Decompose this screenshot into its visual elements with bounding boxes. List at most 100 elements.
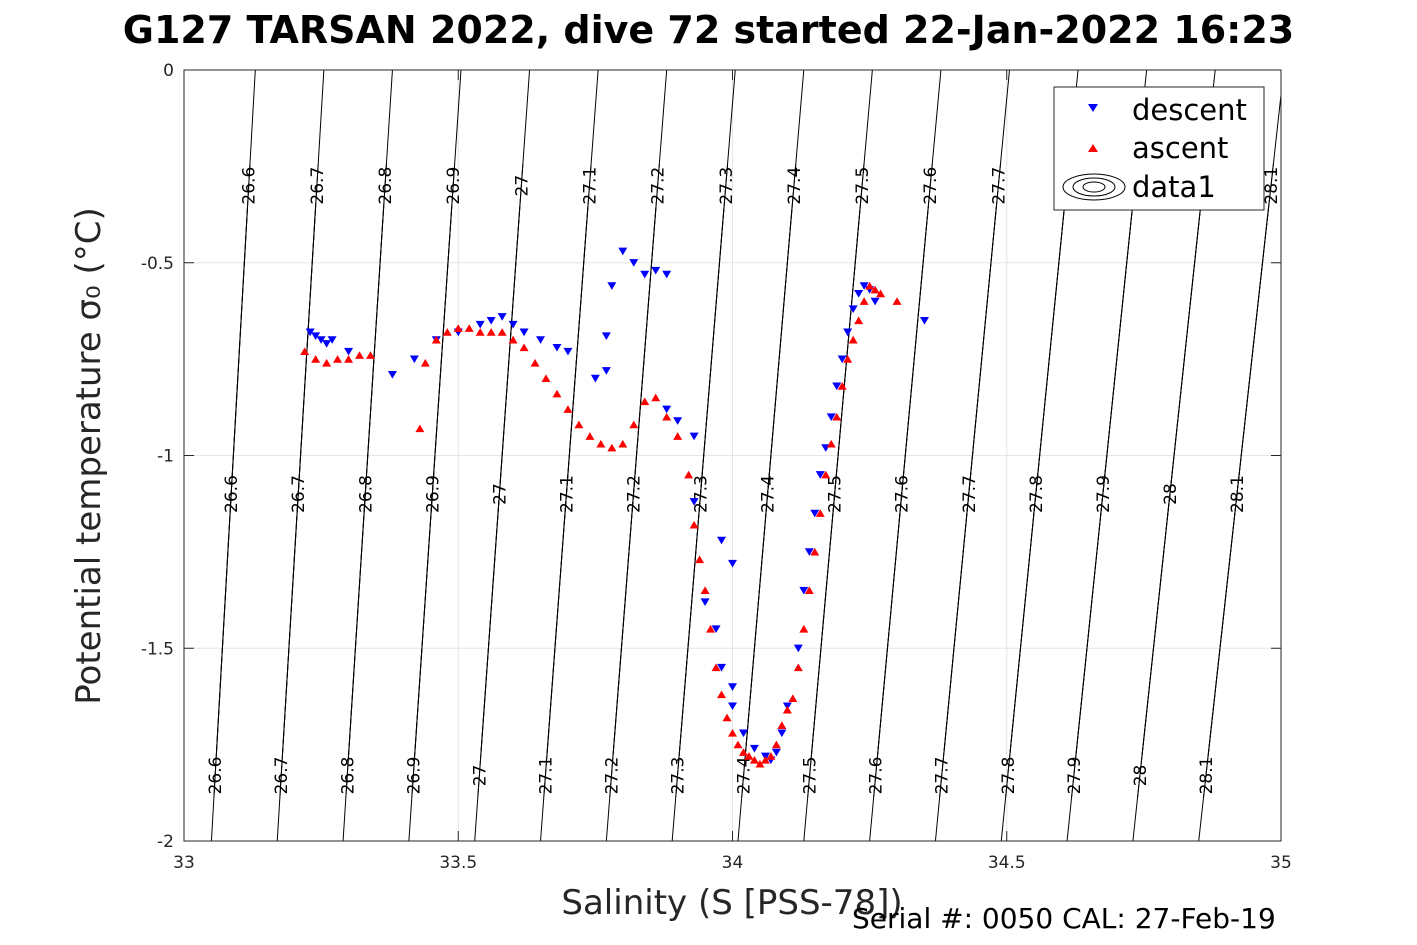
descent-point [771, 748, 781, 757]
ascent-point [311, 355, 321, 363]
ascent-point [689, 520, 699, 529]
descent-point [738, 729, 748, 738]
x-tick-label: 33 [173, 853, 195, 873]
contour-line [215, 69, 256, 755]
ascent-point [821, 470, 831, 479]
x-tick-label: 35 [1270, 853, 1292, 873]
legend-contour-icon [1062, 173, 1126, 201]
descent-point [728, 559, 737, 568]
descent-point [799, 586, 809, 595]
descent-point [475, 320, 485, 329]
legend-descent-marker [1088, 104, 1098, 112]
contour-label: 26.8 [376, 167, 396, 205]
ascent-point [760, 755, 770, 764]
descent-point [316, 336, 326, 344]
contour-label: 27.1 [557, 475, 577, 513]
ascent-point [629, 420, 639, 429]
ascent-point [782, 705, 792, 714]
contour-label: 26.9 [404, 757, 424, 795]
descent-point [843, 328, 853, 337]
descent-point [848, 305, 858, 314]
data-points [300, 247, 929, 768]
ascent-point [766, 752, 776, 760]
contour-label: 26.7 [272, 757, 292, 795]
descent-point [311, 332, 321, 341]
descent-point [837, 355, 847, 364]
ascent-point [722, 713, 732, 722]
ascent-point [475, 328, 485, 336]
descent-point [854, 289, 864, 298]
descent-point [826, 413, 836, 421]
ascent-point [733, 740, 743, 749]
contour-label: 27.6 [893, 475, 913, 513]
contour-label: 27.6 [921, 167, 941, 205]
ascent-point [333, 355, 343, 363]
y-tick-label: -0.5 [141, 254, 174, 274]
x-tick-label: 34 [722, 853, 744, 873]
contour-label: 27.5 [801, 757, 821, 795]
descent-point [327, 336, 337, 344]
descent-point [590, 374, 600, 383]
descent-point [777, 729, 787, 738]
ascent-point [826, 439, 836, 448]
descent-point [717, 663, 727, 672]
contour-label: 27.3 [692, 475, 712, 513]
ascent-point [843, 355, 853, 363]
ascent-point [804, 586, 814, 595]
descent-point [601, 332, 611, 341]
ascent-point [892, 297, 902, 305]
y-tick-label: -1.5 [141, 639, 174, 659]
ascent-point [355, 351, 365, 359]
legend-ascent-marker [1088, 144, 1098, 152]
ascent-point [876, 289, 886, 298]
contour-label: 28 [1161, 483, 1181, 505]
contour-label: 27.4 [785, 167, 805, 205]
descent-point [651, 266, 661, 275]
legend-box [1053, 86, 1265, 211]
contour-label: 27.9 [1065, 757, 1085, 795]
ascent-point [497, 328, 507, 336]
descent-point [728, 683, 737, 691]
descent-point [497, 313, 507, 321]
ascent-point [344, 355, 354, 363]
descent-point [728, 702, 737, 711]
descent-point [810, 509, 820, 518]
ascent-point [365, 351, 375, 359]
contour-line [612, 69, 668, 755]
descent-point [859, 282, 869, 290]
ascent-point [442, 328, 452, 336]
descent-point [563, 347, 573, 356]
ascent-point [618, 439, 628, 448]
ascent-point [431, 335, 441, 344]
contour-label: 27 [512, 175, 532, 197]
contour-line [811, 69, 873, 755]
legend: descent ascent data1 [1053, 86, 1265, 211]
ascent-point [300, 347, 310, 356]
ascent-point [815, 509, 825, 517]
ascent-point [799, 624, 809, 633]
descent-point [486, 316, 496, 325]
descent-point [804, 548, 814, 556]
contour-line [877, 69, 942, 755]
ascent-point [793, 663, 803, 672]
ascent-point [415, 424, 425, 433]
density-contours: 26.6 26.6 26.6 26.7 26.7 26.7 26.8 26.8 26.8 26.9… [206, 69, 1282, 842]
contour-line [1207, 94, 1282, 755]
x-tick-label: 34.5 [988, 853, 1026, 873]
contour-label: 26.7 [308, 167, 328, 205]
ascent-point [322, 358, 332, 367]
y-tick-label: 0 [163, 61, 174, 81]
contour-label: 27.8 [999, 757, 1019, 795]
ascent-point [563, 405, 573, 413]
contour-line [744, 69, 805, 755]
descent-point [618, 247, 628, 256]
ascent-point [684, 470, 694, 479]
ascent-point [508, 335, 518, 344]
ascent-point [771, 740, 781, 749]
contour-label: 27.2 [649, 167, 669, 205]
ascent-point [673, 432, 683, 440]
descent-point [640, 270, 650, 279]
ascent-point [717, 690, 727, 699]
ascent-point [453, 324, 463, 332]
